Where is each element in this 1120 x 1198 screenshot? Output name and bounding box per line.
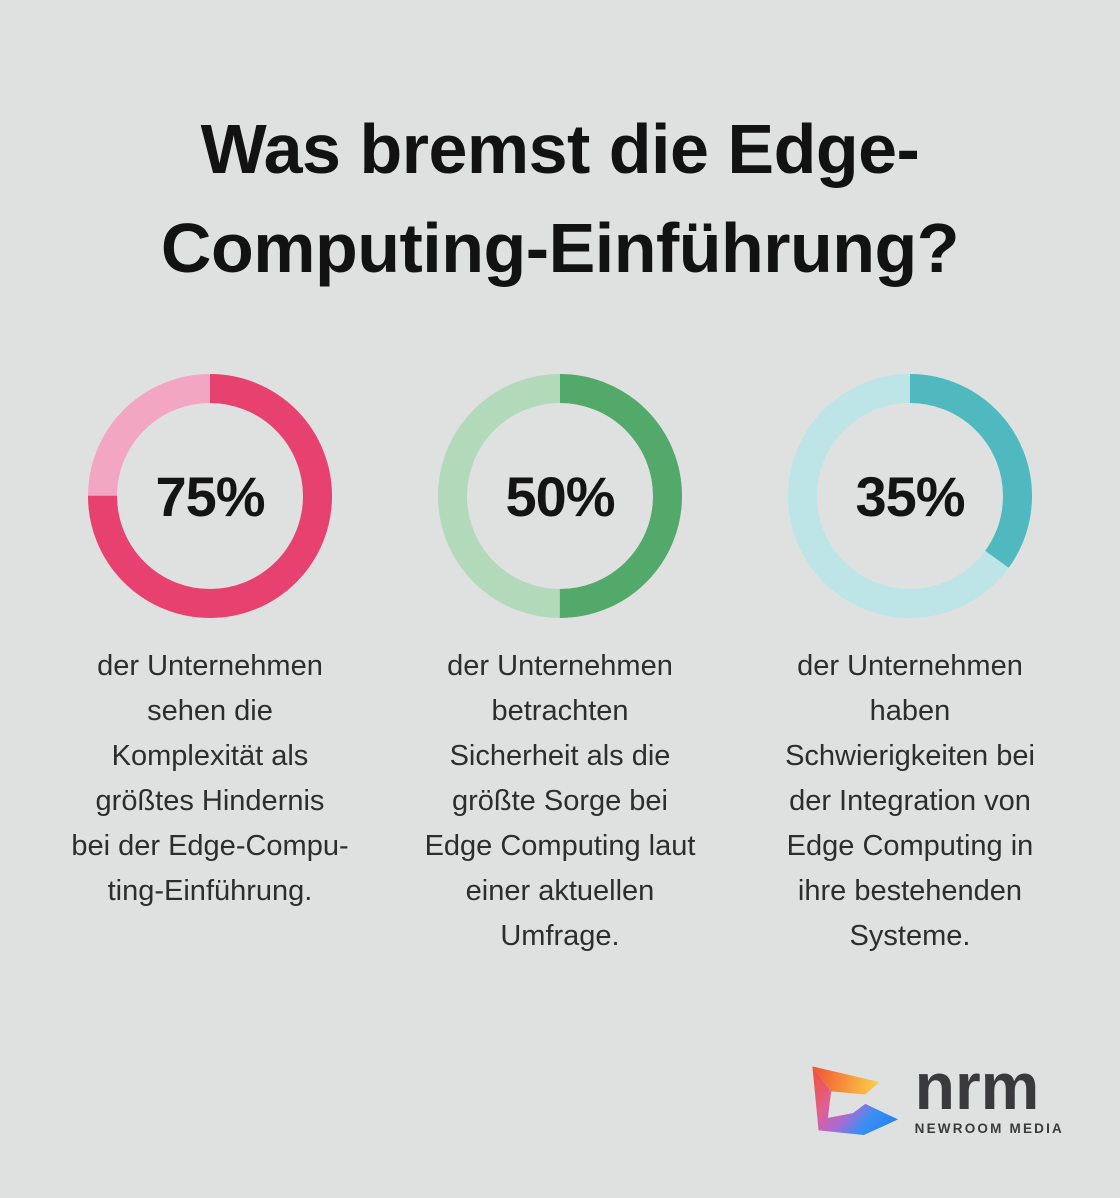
donut-percentage-label: 35% xyxy=(855,464,965,528)
donut-chart-35: 35% xyxy=(788,374,1032,618)
brand-tagline: NEWROOM MEDIA xyxy=(914,1121,1064,1136)
donut-value-arc xyxy=(788,374,1032,618)
page-title-line-2: Computing-Einführung? xyxy=(160,209,960,287)
donut-value-arc xyxy=(438,374,682,618)
stat-description: der Unternehmen sehen die Komplexität al… xyxy=(71,650,349,907)
stat-column-complexity: 75% der Unternehmen sehen die Komplexitä… xyxy=(35,374,385,959)
stat-column-security: 50% der Unternehmen betrachten Sicherhei… xyxy=(385,374,735,959)
donut-chart-75: 75% xyxy=(88,374,332,618)
donut-value-arc xyxy=(88,374,332,618)
donut-ring-35 xyxy=(788,374,1032,618)
brand-name: nrm xyxy=(914,1049,1040,1123)
logo-text-block: nrm NEWROOM MEDIA xyxy=(914,1049,1064,1136)
donut-chart-50: 50% xyxy=(438,374,682,618)
donut-ring-75 xyxy=(88,374,332,618)
nrm-logo-icon xyxy=(812,1066,898,1136)
stats-row: 75% der Unternehmen sehen die Komplexitä… xyxy=(0,374,1120,959)
donut-percentage-label: 75% xyxy=(155,464,265,528)
donut-ring-50 xyxy=(438,374,682,618)
page-title: Was bremst die Edge- Computing-Einführun… xyxy=(0,0,1120,298)
stat-description: der Unternehmen betrachten Sicherheit al… xyxy=(424,650,696,952)
donut-percentage-label: 50% xyxy=(505,464,615,528)
stat-description: der Unternehmen haben Schwierigkeiten be… xyxy=(785,650,1035,952)
newroom-media-logo: nrm NEWROOM MEDIA xyxy=(801,1049,1064,1140)
stat-column-integration: 35% der Unternehmen haben Schwierigkeite… xyxy=(735,374,1085,959)
page-title-line-1: Was bremst die Edge- xyxy=(200,110,920,188)
